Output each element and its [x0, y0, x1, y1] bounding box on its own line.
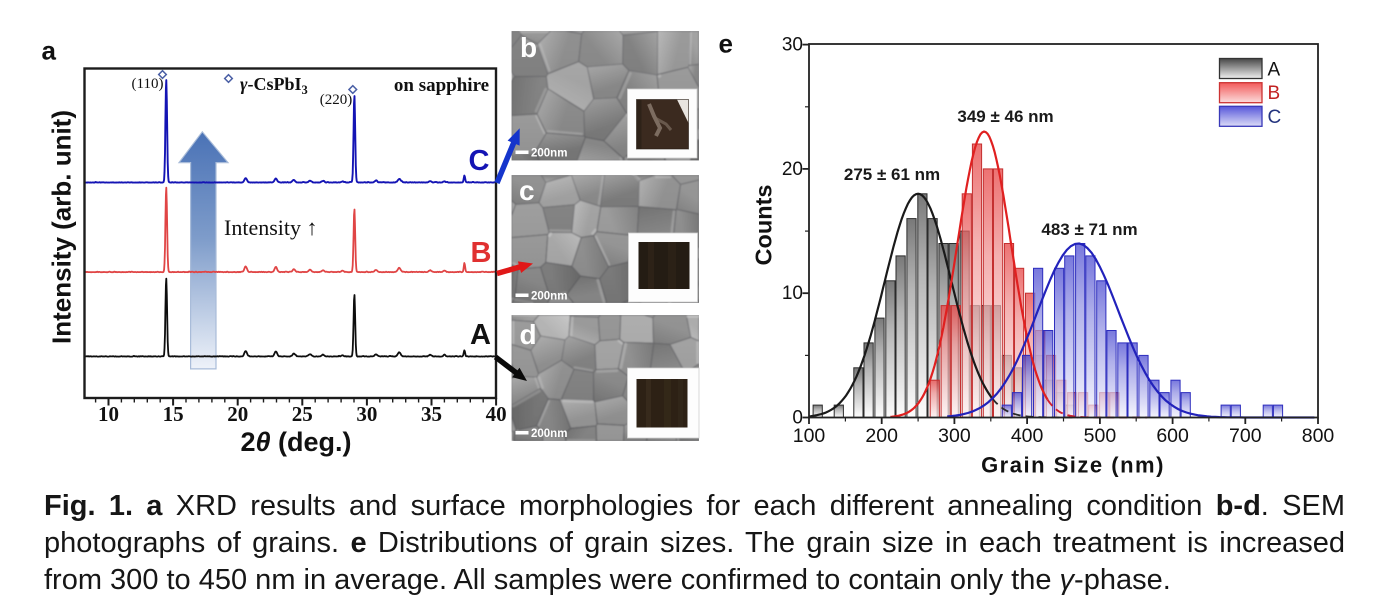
- svg-text:e: e: [719, 29, 733, 59]
- svg-text:B: B: [471, 237, 492, 269]
- svg-text:200nm: 200nm: [531, 291, 567, 303]
- svg-text:on sapphire: on sapphire: [394, 75, 489, 96]
- svg-text:700: 700: [1229, 425, 1262, 447]
- svg-text:c: c: [519, 175, 535, 206]
- svg-text:200nm: 200nm: [531, 148, 567, 160]
- svg-text:C: C: [1268, 107, 1282, 128]
- svg-text:349 ± 46 nm: 349 ± 46 nm: [957, 107, 1053, 126]
- svg-text:b: b: [520, 32, 537, 63]
- svg-text:A: A: [470, 319, 491, 351]
- svg-text:600: 600: [1156, 425, 1189, 447]
- svg-text:275 ± 61 nm: 275 ± 61 nm: [844, 165, 940, 184]
- svg-text:0: 0: [792, 408, 803, 429]
- svg-text:500: 500: [1084, 425, 1117, 447]
- svg-text:200: 200: [865, 425, 898, 447]
- svg-text:30: 30: [782, 35, 803, 56]
- svg-text:2θ (deg.): 2θ (deg.): [240, 427, 351, 457]
- svg-text:800: 800: [1302, 425, 1335, 447]
- svg-text:10: 10: [782, 283, 803, 304]
- svg-text:10: 10: [98, 402, 119, 426]
- svg-text:40: 40: [486, 402, 507, 426]
- svg-text:483 ± 71 nm: 483 ± 71 nm: [1041, 220, 1137, 239]
- svg-text:γ-CsPbI3: γ-CsPbI3: [240, 74, 308, 97]
- svg-text:100: 100: [793, 425, 826, 447]
- svg-text:d: d: [520, 319, 537, 350]
- svg-text:200nm: 200nm: [531, 428, 567, 440]
- svg-text:C: C: [469, 145, 490, 177]
- svg-text:B: B: [1268, 83, 1281, 104]
- svg-text:Counts: Counts: [751, 185, 777, 266]
- svg-text:(220): (220): [320, 92, 353, 108]
- svg-text:300: 300: [938, 425, 971, 447]
- svg-text:15: 15: [163, 402, 184, 426]
- svg-text:25: 25: [292, 402, 313, 426]
- svg-text:35: 35: [421, 402, 442, 426]
- svg-text:Intensity (arb. unit): Intensity (arb. unit): [47, 110, 77, 344]
- svg-text:20: 20: [782, 159, 803, 180]
- svg-text:Grain Size (nm): Grain Size (nm): [981, 453, 1165, 478]
- svg-text:(110): (110): [132, 76, 164, 92]
- svg-text:Intensity ↑: Intensity ↑: [224, 215, 318, 240]
- svg-text:a: a: [42, 36, 57, 66]
- svg-text:A: A: [1268, 60, 1281, 81]
- svg-text:30: 30: [356, 402, 377, 426]
- svg-text:20: 20: [227, 402, 248, 426]
- svg-text:400: 400: [1011, 425, 1044, 447]
